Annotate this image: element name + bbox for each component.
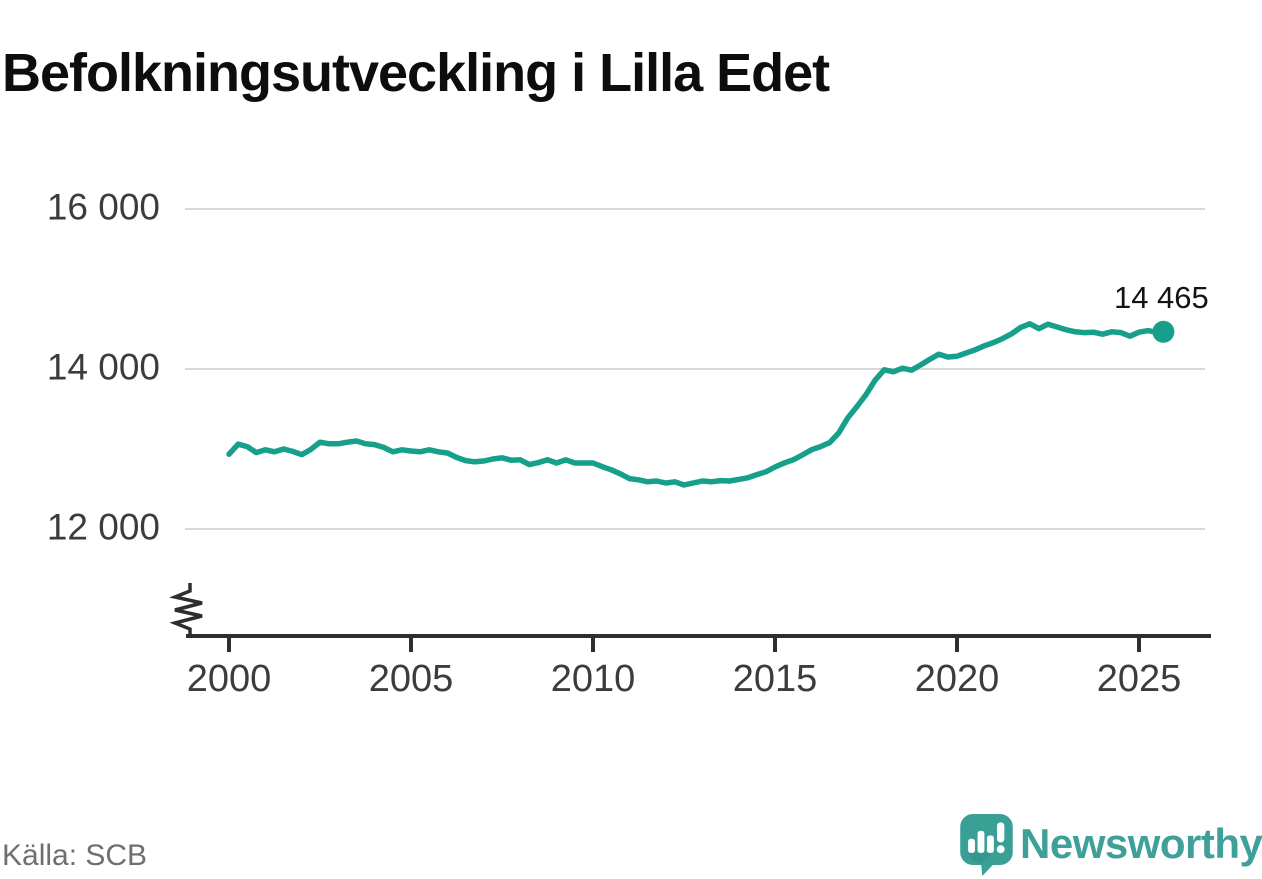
newsworthy-wordmark: Newsworthy — [1020, 820, 1262, 867]
x-tick-label: 2020 — [914, 658, 1000, 700]
y-tick-label: 14 000 — [46, 346, 160, 388]
x-tick-label: 2015 — [732, 658, 818, 700]
x-tick-label: 2025 — [1096, 658, 1182, 700]
y-tick-label: 12 000 — [46, 506, 160, 548]
newsworthy-logo-icon — [960, 814, 1013, 876]
chart-title: Befolkningsutveckling i Lilla Edet — [2, 43, 830, 104]
x-tick-label: 2010 — [550, 658, 636, 700]
bar-chart-glyph — [968, 830, 994, 853]
source-label: Källa: SCB — [2, 839, 148, 872]
end-value-label: 14 465 — [1113, 279, 1209, 315]
x-tick-label: 2005 — [368, 658, 454, 700]
y-tick-label: 16 000 — [46, 186, 160, 228]
newsworthy-logo: Newsworthy — [958, 812, 1262, 876]
x-tick-label: 2000 — [186, 658, 272, 700]
speech-bubble-icon — [960, 814, 1013, 876]
exclamation-glyph — [996, 822, 1005, 854]
